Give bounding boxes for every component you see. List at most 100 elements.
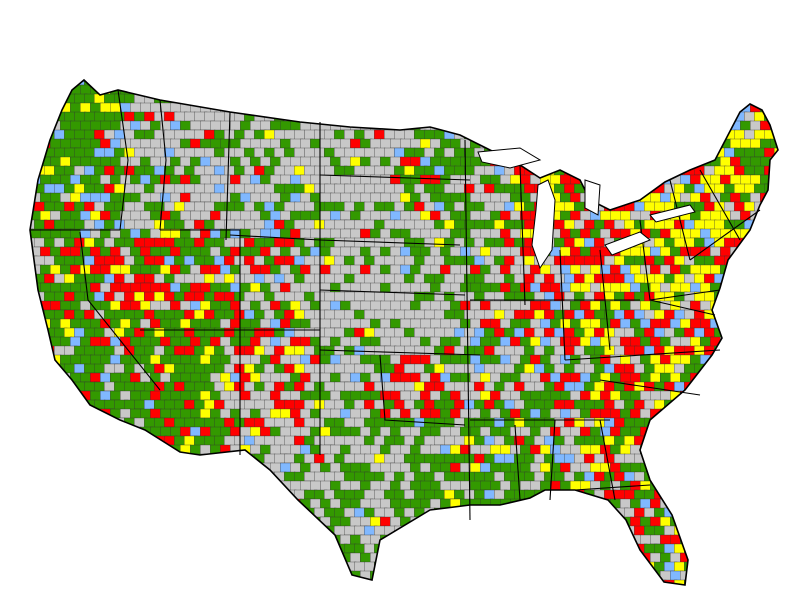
county-cell-yellow — [444, 219, 456, 231]
county-cell-gray — [690, 589, 702, 599]
county-cell-gray — [214, 543, 227, 554]
county-cell-yellow — [670, 462, 685, 476]
county-cell-green — [514, 543, 526, 554]
county-cell-green — [614, 579, 625, 585]
county-cell-yellow — [744, 273, 755, 286]
county-cell-green — [750, 354, 764, 366]
county-cell-red — [184, 345, 195, 357]
county-cell-gray — [134, 453, 146, 465]
county-cell-green — [594, 219, 605, 231]
county-cell-green — [770, 516, 778, 529]
county-cell-red — [140, 282, 152, 294]
county-cell-green — [94, 273, 105, 284]
county-cell-yellow — [640, 246, 651, 258]
county-cell-green — [150, 498, 163, 510]
county-cell-green — [440, 102, 454, 114]
county-cell-green — [520, 84, 535, 97]
county-cell-green — [410, 174, 421, 186]
county-cell-red — [500, 264, 512, 276]
county-cell-gray — [440, 570, 455, 583]
county-cell-gray — [730, 444, 745, 457]
county-cell-blue — [674, 417, 687, 429]
county-cell-gray — [490, 102, 501, 114]
county-cell-gray — [494, 543, 509, 555]
county-cell-gray — [30, 291, 38, 304]
county-cell-gray — [34, 345, 45, 356]
county-cell-gray — [534, 507, 547, 520]
county-cell-yellow — [294, 345, 306, 356]
county-cell-green — [540, 498, 552, 509]
county-cell-green — [300, 318, 312, 330]
county-cell-gray — [534, 579, 546, 585]
county-cell-gray — [290, 84, 305, 95]
county-cell-red — [570, 552, 585, 563]
county-cell-gray — [144, 489, 156, 503]
county-cell-yellow — [760, 210, 774, 222]
county-cell-gray — [160, 84, 173, 96]
county-cell-green — [494, 129, 507, 142]
county-cell-gray — [590, 552, 604, 565]
county-cell-green — [200, 534, 213, 545]
county-cell-gray — [124, 543, 136, 557]
county-cell-blue — [704, 111, 716, 123]
county-cell-gray — [784, 544, 794, 555]
county-cell-green — [94, 561, 108, 575]
county-cell-green — [334, 453, 345, 464]
county-cell-green — [414, 435, 425, 446]
county-cell-red — [514, 129, 525, 141]
county-cell-green — [744, 327, 759, 338]
county-cell-blue — [414, 80, 428, 88]
county-cell-green — [44, 80, 59, 87]
county-cell-gray — [30, 390, 41, 403]
county-cell-green — [524, 561, 539, 572]
county-cell-blue — [454, 543, 468, 555]
county-cell-green — [74, 129, 86, 140]
county-cell-blue — [764, 255, 777, 266]
county-cell-gray — [610, 102, 624, 114]
county-cell-gray — [170, 498, 185, 511]
county-cell-green — [704, 93, 716, 107]
county-cell-gray — [300, 102, 315, 114]
county-cell-green — [590, 120, 601, 134]
county-cell-green — [274, 579, 285, 585]
county-cell-green — [524, 111, 538, 123]
county-cell-gray — [320, 210, 331, 222]
county-cell-gray — [100, 552, 114, 565]
county-cell-gray — [770, 102, 778, 114]
county-cell-green — [710, 534, 722, 548]
county-cell-yellow — [524, 129, 538, 143]
county-cell-green — [764, 345, 777, 356]
county-cell-green — [360, 480, 372, 491]
county-cell-gray — [30, 408, 42, 419]
county-cell-gray — [390, 336, 402, 348]
county-cell-gray — [670, 480, 681, 492]
county-cell-gray — [764, 543, 778, 557]
county-cell-gray — [750, 570, 761, 584]
county-cell-gray — [380, 336, 392, 347]
county-cell-green — [724, 291, 736, 302]
county-cell-green — [260, 84, 274, 97]
county-cell-green — [694, 237, 705, 248]
county-cell-gray — [290, 516, 304, 527]
county-cell-gray — [510, 120, 523, 134]
county-cell-green — [234, 93, 247, 106]
county-cell-red — [380, 516, 391, 528]
county-cell-gray — [154, 453, 166, 465]
county-cell-gray — [174, 561, 185, 573]
county-cell-green — [240, 462, 253, 474]
county-cell-red — [634, 525, 645, 537]
county-cell-red — [684, 147, 695, 161]
county-cell-green — [230, 192, 242, 204]
county-cell-gray — [444, 525, 455, 539]
county-cell-green — [710, 480, 724, 492]
county-cell-gray — [620, 552, 634, 565]
county-cell-gray — [314, 93, 327, 106]
county-cell-yellow — [740, 138, 751, 149]
county-cell-green — [164, 381, 175, 393]
county-cell-yellow — [450, 498, 462, 511]
county-cell-blue — [534, 93, 547, 107]
county-cell-green — [60, 300, 72, 311]
county-cell-gray — [120, 516, 133, 529]
county-cell-gray — [490, 570, 505, 581]
county-cell-red — [704, 543, 718, 554]
